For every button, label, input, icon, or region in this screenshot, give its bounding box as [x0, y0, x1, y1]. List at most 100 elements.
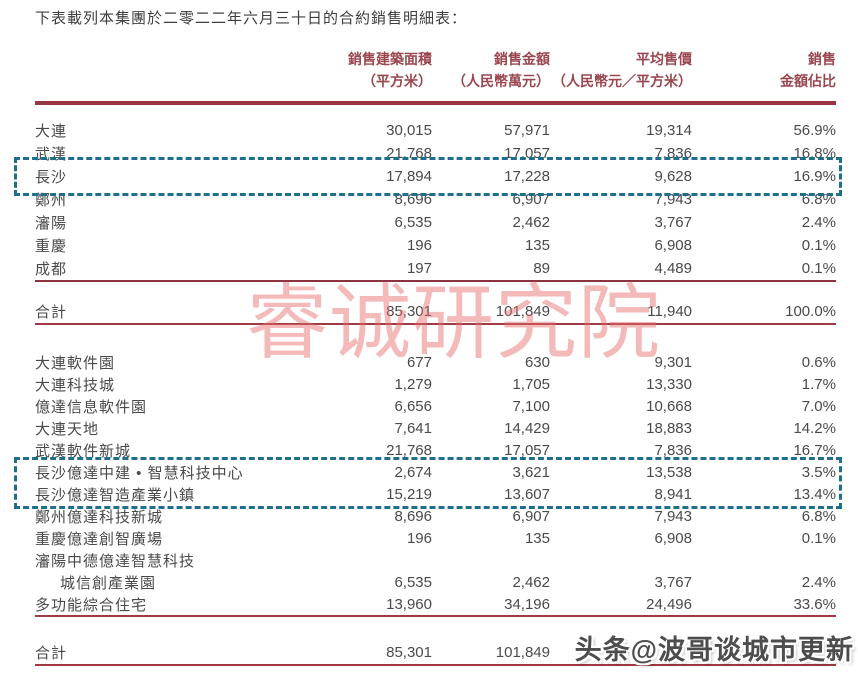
cell-area: 85,301 — [386, 644, 432, 661]
cell-area: 13,960 — [386, 595, 432, 613]
row-label: 成都 — [35, 261, 68, 278]
cell-amount: 2,462 — [512, 573, 550, 591]
cell-area: 677 — [406, 353, 432, 371]
cell-pct: 13.4% — [793, 485, 836, 503]
row-label: 重慶 — [35, 238, 68, 255]
cell-area: 196 — [406, 529, 432, 547]
cell-pct: 56.9% — [793, 122, 836, 139]
cell-pct: 6.8% — [801, 191, 836, 208]
row-label: 大連科技城 — [35, 376, 116, 394]
header-rule — [35, 101, 836, 105]
cell-price: 10,668 — [646, 397, 692, 415]
cell-amount: 17,228 — [504, 168, 550, 185]
project-section: 大連軟件園 677 630 9,301 0.6% 大連科技城 1,279 1,7… — [14, 351, 842, 615]
cell-amount: 89 — [533, 260, 550, 277]
row-label: 多功能綜合住宅 — [35, 596, 148, 614]
cell-price: 7,943 — [654, 191, 692, 208]
table-row: 鄭州億達科技新城 8,696 6,907 7,943 6.8% — [35, 505, 836, 527]
cell-pct: 2.4% — [801, 573, 836, 591]
cell-price: 9,301 — [654, 353, 692, 371]
bottom-rule — [35, 664, 836, 666]
section2-divider — [35, 615, 836, 617]
cell-area: 85,301 — [386, 303, 432, 320]
cell-area: 21,768 — [386, 145, 432, 162]
cell-pct: 1.7% — [801, 375, 836, 393]
cell-area: 21,768 — [386, 441, 432, 459]
cell-price: 9,628 — [654, 168, 692, 185]
table-row: 重慶億達創智廣場 196 135 6,908 0.1% — [35, 527, 836, 549]
header-area: 銷售建築面積 （平方米） — [302, 48, 432, 92]
cell-amount: 6,907 — [512, 507, 550, 525]
section1-divider — [35, 280, 836, 282]
table-row-continuation: 城信創產業園 6,535 2,462 3,767 2.4% — [35, 571, 836, 593]
table-row: 大連科技城 1,279 1,705 13,330 1.7% — [35, 373, 836, 395]
row-label: 鄭州 — [35, 192, 68, 209]
cell-area: 6,535 — [394, 573, 432, 591]
row-label: 長沙 — [35, 169, 68, 186]
cell-pct: 2.4% — [801, 214, 836, 231]
header-area-line2: （平方米） — [362, 73, 432, 89]
cell-area: 8,696 — [394, 191, 432, 208]
header-pct-line1: 銷售 — [808, 51, 836, 67]
cell-price: 7,836 — [654, 441, 692, 459]
row-label: 瀋陽 — [35, 215, 68, 232]
cell-price: 13,538 — [646, 463, 692, 481]
cell-pct: 0.6% — [801, 353, 836, 371]
cell-amount: 1,705 — [512, 375, 550, 393]
cell-area: 197 — [406, 260, 432, 277]
cell-price: 6,908 — [654, 529, 692, 547]
cell-amount: 17,057 — [504, 441, 550, 459]
header-price-line1: 平均售價 — [636, 51, 692, 67]
cell-price: 3,767 — [654, 214, 692, 231]
cell-amount: 6,907 — [512, 191, 550, 208]
cell-price: 8,941 — [654, 485, 692, 503]
cell-amount: 101,849 — [495, 644, 550, 661]
cell-price: 4,489 — [654, 260, 692, 277]
table-row: 瀋陽 6,535 2,462 3,767 2.4% — [35, 211, 836, 234]
cell-amount: 101,849 — [495, 303, 550, 320]
cell-pct: 7.0% — [801, 397, 836, 415]
city-section: 大連 30,015 57,971 19,314 56.9% 武漢 21,768 … — [14, 119, 842, 280]
cell-price: 13,330 — [646, 375, 692, 393]
table-row: 武漢 21,768 17,057 7,836 16.8% — [35, 142, 836, 165]
cell-price: 11,940 — [647, 303, 692, 320]
cell-pct: 3.5% — [801, 463, 836, 481]
cell-area: 7,641 — [394, 419, 432, 437]
cell-price: 19,314 — [646, 122, 692, 139]
header-spacer — [35, 48, 302, 92]
total1-rule — [35, 323, 836, 325]
table-row: 億達信息軟件園 6,656 7,100 10,668 7.0% — [35, 395, 836, 417]
cell-price: 3,767 — [654, 573, 692, 591]
cell-pct: 0.1% — [801, 529, 836, 547]
header-price: 平均售價 （人民幣元／平方米） — [550, 48, 692, 92]
header-pct: 銷售 金額佔比 — [692, 48, 836, 92]
cell-pct: 0.1% — [801, 237, 836, 254]
cell-amount: 57,971 — [504, 122, 550, 139]
table-row: 武漢軟件新城 21,768 17,057 7,836 16.7% — [35, 439, 836, 461]
cell-amount: 34,196 — [504, 595, 550, 613]
row-label: 合計 — [35, 645, 68, 662]
cell-price: 7,943 — [654, 507, 692, 525]
table-row: 多功能綜合住宅 13,960 34,196 24,496 33.6% — [35, 593, 836, 615]
header-pct-line2: 金額佔比 — [780, 73, 836, 89]
table-row-label-only: 瀋陽中德億達智慧科技 — [35, 549, 836, 571]
cell-area: 6,535 — [394, 214, 432, 231]
cell-amount: 630 — [524, 353, 550, 371]
row-label: 瀋陽中德億達智慧科技 — [35, 552, 196, 570]
table-row-highlighted: 長沙億達智造產業小鎮 15,219 13,607 8,941 13.4% — [35, 483, 836, 505]
row-label: 合計 — [35, 304, 68, 321]
cell-pct: 6.8% — [801, 507, 836, 525]
cell-area: 196 — [406, 237, 432, 254]
cell-pct: 33.6% — [793, 595, 836, 613]
row-label: 長沙億達中建 • 智慧科技中心 — [35, 464, 244, 482]
total-row-cities: 合計 85,301 101,849 11,940 100.0% — [35, 300, 836, 323]
cell-pct: 0.1% — [801, 260, 836, 277]
cell-area: 30,015 — [386, 122, 432, 139]
cell-area: 17,894 — [386, 168, 432, 185]
total-row-projects: 合計 85,301 101,849 — [35, 641, 836, 664]
cell-amount: 3,621 — [512, 463, 550, 481]
row-label: 城信創產業園 — [60, 574, 157, 592]
header-amount-line2: （人民幣萬元） — [452, 73, 550, 89]
cell-pct: 16.7% — [793, 441, 836, 459]
page-title: 下表載列本集團於二零二二年六月三十日的合約銷售明細表： — [35, 10, 468, 27]
